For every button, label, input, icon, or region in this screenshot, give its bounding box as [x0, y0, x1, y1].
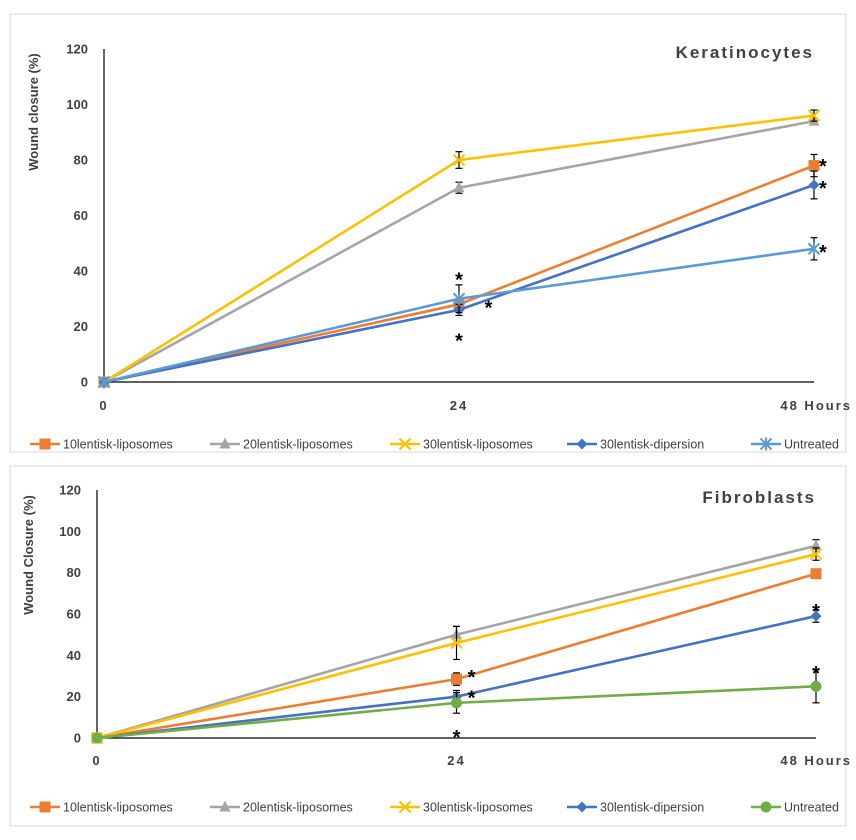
legend-label: 20lentisk-liposomes: [243, 801, 353, 815]
chart-frame: [9, 13, 847, 453]
legend: 10lentisk-liposomes 20lentisk-liposomes 30…: [30, 800, 839, 815]
chart-frame: [9, 465, 847, 827]
legend-item: 10lentisk-liposomes: [30, 801, 173, 815]
data-point: [453, 181, 465, 193]
legend-label: 10lentisk-liposomes: [63, 801, 173, 815]
legend-swatch-marker: [398, 437, 412, 451]
y-tick-label: 0: [74, 731, 81, 746]
legend-label: 10lentisk-liposomes: [63, 438, 173, 452]
data-point-stroke-b: [452, 153, 466, 167]
legend-swatch-marker: [219, 800, 231, 812]
x-tick-label: 0: [92, 753, 101, 768]
y-tick-label: 120: [66, 42, 88, 57]
x-tick-label: 24: [450, 398, 468, 413]
y-tick-label: 100: [66, 97, 88, 112]
data-point: [808, 179, 820, 191]
legend-swatch-marker: [576, 438, 588, 450]
legend-swatch-marker: [39, 801, 51, 813]
chart-panel-2: 0 20 40 60 80 100 120 0 24 48 Hours Wound Closure …: [9, 465, 852, 827]
significance-marker: *: [453, 727, 461, 749]
legend-swatch-marker: [760, 801, 772, 813]
y-tick-label: 100: [59, 524, 81, 539]
data-point: [810, 610, 822, 622]
series-Untreated: [91, 669, 822, 744]
y-tick-label: 60: [74, 208, 88, 223]
y-tick-label: 20: [74, 319, 88, 334]
data-point-stroke-b: [807, 109, 821, 122]
legend-swatch-marker-stroke-b: [398, 800, 412, 814]
data-point: [810, 568, 822, 580]
y-axis-title: Wound Closure (%): [21, 495, 36, 615]
legend-label: Untreated: [784, 438, 839, 452]
legend-item: 20lentisk-liposomes: [210, 800, 353, 815]
legend-item: 10lentisk-liposomes: [30, 438, 173, 452]
data-point: [808, 160, 820, 172]
legend-swatch-marker: [576, 801, 588, 813]
significance-marker: *: [819, 178, 827, 200]
data-point: [810, 680, 822, 692]
chart-panel-1: 0 20 40 60 80 100 120 0 24 48 Hours Wound closure …: [9, 13, 852, 453]
legend-label: 30lentisk-dipersion: [600, 438, 704, 452]
legend-item: 30lentisk-liposomes: [390, 438, 533, 452]
data-point: [809, 547, 823, 561]
legend-swatch-marker: [398, 800, 412, 814]
y-axis-title: Wound closure (%): [26, 53, 41, 170]
x-tick-label: 24: [447, 753, 465, 768]
data-point: [451, 697, 462, 709]
y-tick-label: 20: [67, 689, 81, 704]
x-tick-label: 48 Hours: [780, 753, 852, 768]
significance-marker: *: [468, 688, 476, 710]
legend-label: Untreated: [784, 801, 839, 815]
data-point: [91, 732, 103, 744]
y-tick-label: 40: [74, 264, 88, 279]
data-point: [807, 242, 821, 256]
data-point: [452, 153, 466, 167]
y-tick-label: 120: [59, 483, 81, 498]
significance-marker: *: [455, 270, 463, 292]
significance-marker: *: [819, 156, 827, 178]
legend-item: Untreated: [751, 801, 839, 815]
significance-marker: *: [455, 331, 463, 353]
data-point: [97, 375, 111, 389]
legend-label: 30lentisk-dipersion: [600, 801, 704, 815]
data-point-stroke-b: [809, 547, 823, 561]
y-tick-label: 60: [67, 607, 81, 622]
legend-item: 30lentisk-dipersion: [567, 801, 704, 815]
legend-item: 20lentisk-liposomes: [210, 437, 353, 452]
legend-swatch-marker: [759, 437, 773, 451]
legend: 10lentisk-liposomes 20lentisk-liposomes 30…: [30, 437, 839, 452]
significance-marker: *: [468, 667, 476, 689]
legend-item: 30lentisk-dipersion: [567, 438, 704, 452]
legend-label: 20lentisk-liposomes: [243, 438, 353, 452]
legend-item: 30lentisk-liposomes: [390, 801, 533, 815]
significance-marker: *: [812, 663, 820, 685]
x-tick-label: 0: [99, 398, 108, 413]
series-Untreated: [97, 237, 821, 389]
chart-title: Fibroblasts: [702, 488, 816, 507]
significance-marker: *: [812, 601, 820, 623]
legend-swatch-marker-stroke-b: [398, 437, 412, 451]
data-point: [451, 673, 462, 685]
y-tick-label: 80: [67, 565, 81, 580]
legend-label: 30lentisk-liposomes: [423, 801, 533, 815]
legend-label: 30lentisk-liposomes: [423, 438, 533, 452]
data-point: [450, 636, 463, 650]
chart-title: Keratinocytes: [676, 43, 814, 62]
x-tick-label: 48 Hours: [780, 398, 852, 413]
legend-swatch-marker: [39, 438, 51, 450]
legend-item: Untreated: [751, 437, 839, 452]
data-point: [452, 292, 466, 306]
data-point: [807, 109, 821, 122]
y-tick-label: 80: [74, 153, 88, 168]
significance-marker: *: [819, 242, 827, 264]
y-tick-label: 40: [67, 648, 81, 663]
y-tick-label: 0: [81, 375, 88, 390]
data-point-stroke-b: [450, 636, 463, 650]
significance-marker: *: [485, 297, 493, 319]
legend-swatch-marker: [219, 437, 231, 449]
